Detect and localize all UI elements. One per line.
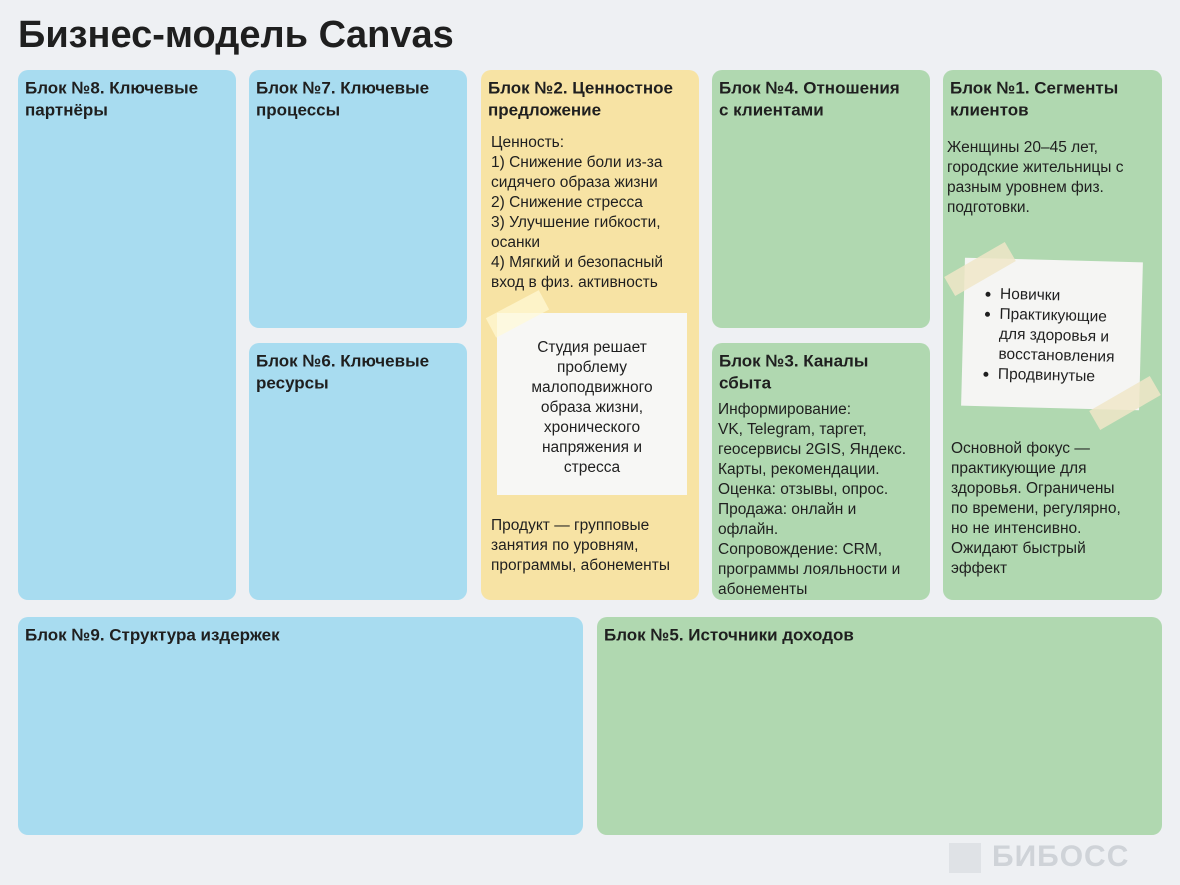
block-text: 1) Снижение боли из-за (491, 154, 663, 171)
list-item: Новички (1000, 286, 1061, 305)
bullet (984, 311, 990, 317)
block-title: Блок №8. Ключевые (25, 78, 198, 97)
block-text: практикующие для (951, 460, 1087, 477)
block: Блок №4. Отношения с клиентами (712, 70, 930, 328)
block-text: геосервисы 2GIS, Яндекс. (718, 441, 906, 458)
block-title: Блок №9. Структура издержек (25, 625, 280, 644)
block-text: 4) Мягкий и безопасный (491, 254, 663, 271)
block-text: Карты, рекомендации. (718, 461, 880, 478)
block-card (712, 70, 930, 328)
block-text: Ценность: (491, 134, 564, 151)
logo-icon (949, 843, 981, 873)
block: Блок №2. Ценностное предложение Ценность: 1… (481, 70, 699, 600)
block-card (18, 617, 583, 835)
block-title: ресурсы (256, 373, 329, 392)
block: Блок №3. Каналы сбыта Информирование: VK, T… (712, 343, 930, 600)
logo: БИБОСС (992, 840, 1129, 873)
note-text: проблему (557, 359, 627, 376)
block-title: предложение (488, 100, 601, 119)
block-text: Сопровождение: CRM, (718, 541, 882, 558)
block-text: осанки (491, 234, 540, 251)
block-title: Блок №1. Сегменты (950, 78, 1118, 97)
block-title: Блок №7. Ключевые (256, 78, 429, 97)
bullet (985, 291, 991, 297)
block-title: Блок №3. Каналы (719, 351, 868, 370)
note-text: Студия решает (537, 339, 647, 356)
block-text: Основной фокус — (951, 440, 1090, 457)
sticky-note (497, 313, 687, 495)
block-title: Блок №5. Источники доходов (604, 625, 854, 644)
block-text: 3) Улучшение гибкости, (491, 214, 661, 231)
block-text: по времени, регулярно, (951, 500, 1121, 517)
block-text: эффект (951, 560, 1007, 577)
note-text: стресса (564, 459, 621, 476)
note-text: хронического (544, 419, 640, 436)
block-text: Информирование: (718, 401, 851, 418)
block: Блок №1. Сегменты клиентов Женщины 20–45 л… (943, 70, 1162, 600)
block-title: партнёры (25, 100, 108, 119)
block-text: подготовки. (947, 199, 1030, 216)
block-text: здоровья. Ограничены (951, 480, 1115, 497)
block-text: 2) Снижение стресса (491, 194, 643, 211)
block-title: Блок №6. Ключевые (256, 351, 429, 370)
block-text: Ожидают быстрый (951, 540, 1086, 557)
list-item: для здоровья и (999, 326, 1110, 346)
block-text: Женщины 20–45 лет, (947, 139, 1098, 156)
block-card (597, 617, 1162, 835)
block-title: клиентов (950, 100, 1029, 119)
tape (485, 290, 550, 338)
block-text: VK, Telegram, таргет, (718, 421, 867, 438)
block-text: Продажа: онлайн и (718, 501, 856, 518)
block: Блок №7. Ключевые процессы (249, 70, 467, 328)
page-title: Бизнес-модель Canvas (18, 14, 454, 56)
list-item: восстановления (998, 346, 1114, 366)
block-text: программы, абонементы (491, 557, 670, 574)
block-title: процессы (256, 100, 340, 119)
bullet (983, 371, 989, 377)
block-text: Продукт — групповые (491, 517, 649, 534)
block-text: офлайн. (718, 521, 778, 538)
block-card (249, 70, 467, 328)
block-title: Блок №4. Отношения (719, 78, 900, 97)
block-title: с клиентами (719, 100, 824, 119)
note-text: малоподвижного (531, 379, 652, 396)
block-card (249, 343, 467, 600)
block-text: но не интенсивно. (951, 520, 1081, 537)
note-text: напряжения и (542, 439, 642, 456)
tape (944, 241, 1016, 297)
block: Блок №5. Источники доходов (597, 617, 1162, 835)
block: Блок №9. Структура издержек (18, 617, 583, 835)
tape (1089, 375, 1161, 431)
block-text: абонементы (718, 581, 807, 598)
block-text: вход в физ. активность (491, 274, 658, 291)
block-card (18, 70, 236, 600)
block-title: Блок №2. Ценностное (488, 78, 673, 97)
block-text: занятия по уровням, (491, 537, 638, 554)
block-text: программы лояльности и (718, 561, 900, 578)
block: Блок №6. Ключевые ресурсы (249, 343, 467, 600)
note-text: образа жизни, (541, 399, 643, 416)
block-text: городские жительницы с (947, 159, 1124, 176)
block-text: сидячего образа жизни (491, 174, 658, 191)
block-title: сбыта (719, 373, 772, 392)
block-text: Оценка: отзывы, опрос. (718, 481, 888, 498)
list-item: Практикующие (999, 306, 1107, 326)
list-item: Продвинутые (998, 366, 1096, 386)
block-text: разным уровнем физ. (947, 179, 1104, 196)
block: Блок №8. Ключевые партнёры (18, 70, 236, 600)
sticky-note (961, 257, 1143, 411)
block-card (712, 343, 930, 600)
